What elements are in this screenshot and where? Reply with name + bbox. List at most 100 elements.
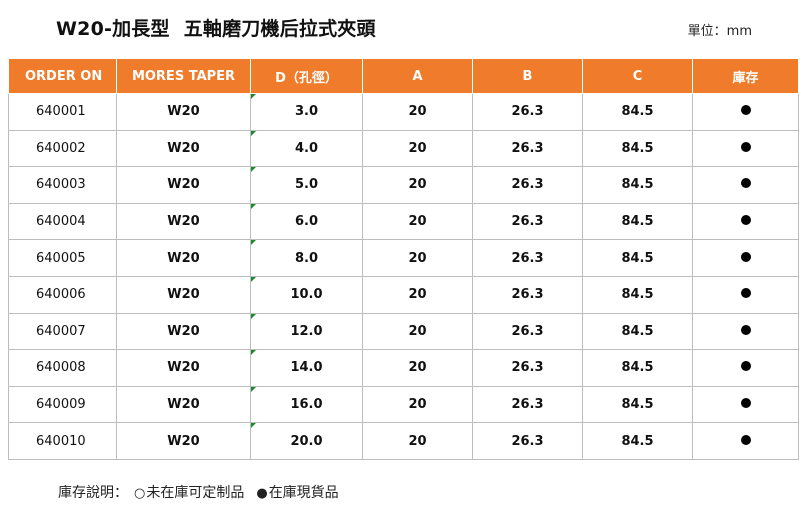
- cell-order: 640003: [8, 166, 117, 204]
- table-row: 640008 W20 14.0 20 26.3 84.5: [8, 349, 799, 387]
- cell-stock: [692, 312, 799, 351]
- model-name: W20-加長型: [56, 18, 170, 40]
- col-header-d: D（孔徑）: [250, 58, 363, 94]
- cell-stock: [692, 385, 799, 424]
- cell-stock: [692, 202, 799, 241]
- table-row: 640004 W20 6.0 20 26.3 84.5: [8, 202, 799, 241]
- cell-taper: W20: [116, 422, 251, 460]
- cell-order: 640009: [8, 385, 117, 424]
- cell-b: 26.3: [472, 422, 583, 460]
- cell-b: 26.3: [472, 166, 583, 204]
- in-stock-dot-icon: [740, 324, 751, 335]
- table-row: 640006 W20 10.0 20 26.3 84.5: [8, 275, 799, 314]
- table-row: 640009 W20 16.0 20 26.3 84.5: [8, 385, 799, 424]
- cell-taper: W20: [116, 129, 251, 168]
- cell-order: 640002: [8, 129, 117, 168]
- cell-taper: W20: [116, 349, 251, 387]
- cell-taper: W20: [116, 385, 251, 424]
- table-row: 640010 W20 20.0 20 26.3 84.5: [8, 422, 799, 460]
- in-stock-dot-icon: [740, 251, 751, 262]
- cell-c: 84.5: [582, 422, 693, 460]
- cell-taper: W20: [116, 239, 251, 277]
- cell-c: 84.5: [582, 275, 693, 314]
- table-header-row: ORDER ON MORES TAPER D（孔徑） A B C 庫存: [8, 58, 799, 94]
- cell-b: 26.3: [472, 275, 583, 314]
- stock-legend: 庫存說明： ○未在庫可定制品 ●在庫現貨品: [58, 482, 339, 502]
- table-row: 640003 W20 5.0 20 26.3 84.5: [8, 166, 799, 204]
- cell-order: 640004: [8, 202, 117, 241]
- open-circle-icon: ○: [134, 486, 146, 501]
- cell-stock: [692, 239, 799, 277]
- cell-c: 84.5: [582, 312, 693, 351]
- cell-b: 26.3: [472, 93, 583, 131]
- cell-a: 20: [362, 422, 473, 460]
- cell-c: 84.5: [582, 385, 693, 424]
- col-header-order: ORDER ON: [8, 58, 117, 94]
- cell-a: 20: [362, 349, 473, 387]
- col-header-taper: MORES TAPER: [116, 58, 251, 94]
- cell-b: 26.3: [472, 385, 583, 424]
- cell-taper: W20: [116, 312, 251, 351]
- cell-stock: [692, 129, 799, 168]
- cell-order: 640001: [8, 93, 117, 131]
- cell-b: 26.3: [472, 129, 583, 168]
- cell-d: 16.0: [250, 385, 363, 424]
- product-subtitle: 五軸磨刀機后拉式夾頭: [183, 18, 376, 40]
- in-stock-dot-icon: [740, 398, 751, 409]
- cell-d: 20.0: [250, 422, 363, 460]
- legend-label: 庫存說明：: [58, 485, 128, 501]
- table-row: 640001 W20 3.0 20 26.3 84.5: [8, 93, 799, 131]
- unit-label: 單位：mm: [687, 24, 752, 39]
- cell-taper: W20: [116, 166, 251, 204]
- in-stock-dot-icon: [740, 178, 751, 189]
- cell-d: 4.0: [250, 129, 363, 168]
- cell-a: 20: [362, 312, 473, 351]
- legend-filled-text: 在庫現貨品: [268, 485, 339, 501]
- cell-d: 10.0: [250, 275, 363, 314]
- legend-open-text: 未在庫可定制品: [146, 485, 245, 501]
- cell-c: 84.5: [582, 93, 693, 131]
- cell-taper: W20: [116, 275, 251, 314]
- in-stock-dot-icon: [740, 361, 751, 372]
- cell-order: 640006: [8, 275, 117, 314]
- cell-d: 5.0: [250, 166, 363, 204]
- cell-c: 84.5: [582, 166, 693, 204]
- cell-c: 84.5: [582, 202, 693, 241]
- cell-a: 20: [362, 275, 473, 314]
- cell-a: 20: [362, 202, 473, 241]
- cell-d: 12.0: [250, 312, 363, 351]
- cell-stock: [692, 349, 799, 387]
- cell-a: 20: [362, 239, 473, 277]
- cell-d: 8.0: [250, 239, 363, 277]
- cell-a: 20: [362, 385, 473, 424]
- cell-order: 640005: [8, 239, 117, 277]
- cell-b: 26.3: [472, 239, 583, 277]
- spec-table-body: 640001 W20 3.0 20 26.3 84.5 640002 W20 4.0 20 26.3…: [8, 93, 799, 460]
- col-header-c: C: [582, 58, 693, 94]
- cell-taper: W20: [116, 93, 251, 131]
- cell-order: 640007: [8, 312, 117, 351]
- cell-order: 640010: [8, 422, 117, 460]
- cell-c: 84.5: [582, 349, 693, 387]
- cell-taper: W20: [116, 202, 251, 241]
- filled-circle-icon: ●: [256, 486, 268, 501]
- in-stock-dot-icon: [740, 215, 751, 226]
- in-stock-dot-icon: [740, 105, 751, 116]
- cell-b: 26.3: [472, 202, 583, 241]
- spec-table: ORDER ON MORES TAPER D（孔徑） A B C 庫存 6400…: [8, 58, 799, 460]
- cell-b: 26.3: [472, 312, 583, 351]
- in-stock-dot-icon: [740, 434, 751, 445]
- cell-stock: [692, 93, 799, 131]
- col-header-b: B: [472, 58, 583, 94]
- cell-stock: [692, 275, 799, 314]
- cell-d: 3.0: [250, 93, 363, 131]
- cell-b: 26.3: [472, 349, 583, 387]
- table-row: 640002 W20 4.0 20 26.3 84.5: [8, 129, 799, 168]
- col-header-a: A: [362, 58, 473, 94]
- cell-d: 6.0: [250, 202, 363, 241]
- page-title: W20-加長型 五軸磨刀機后拉式夾頭: [56, 14, 376, 41]
- cell-d: 14.0: [250, 349, 363, 387]
- in-stock-dot-icon: [740, 288, 751, 299]
- in-stock-dot-icon: [740, 141, 751, 152]
